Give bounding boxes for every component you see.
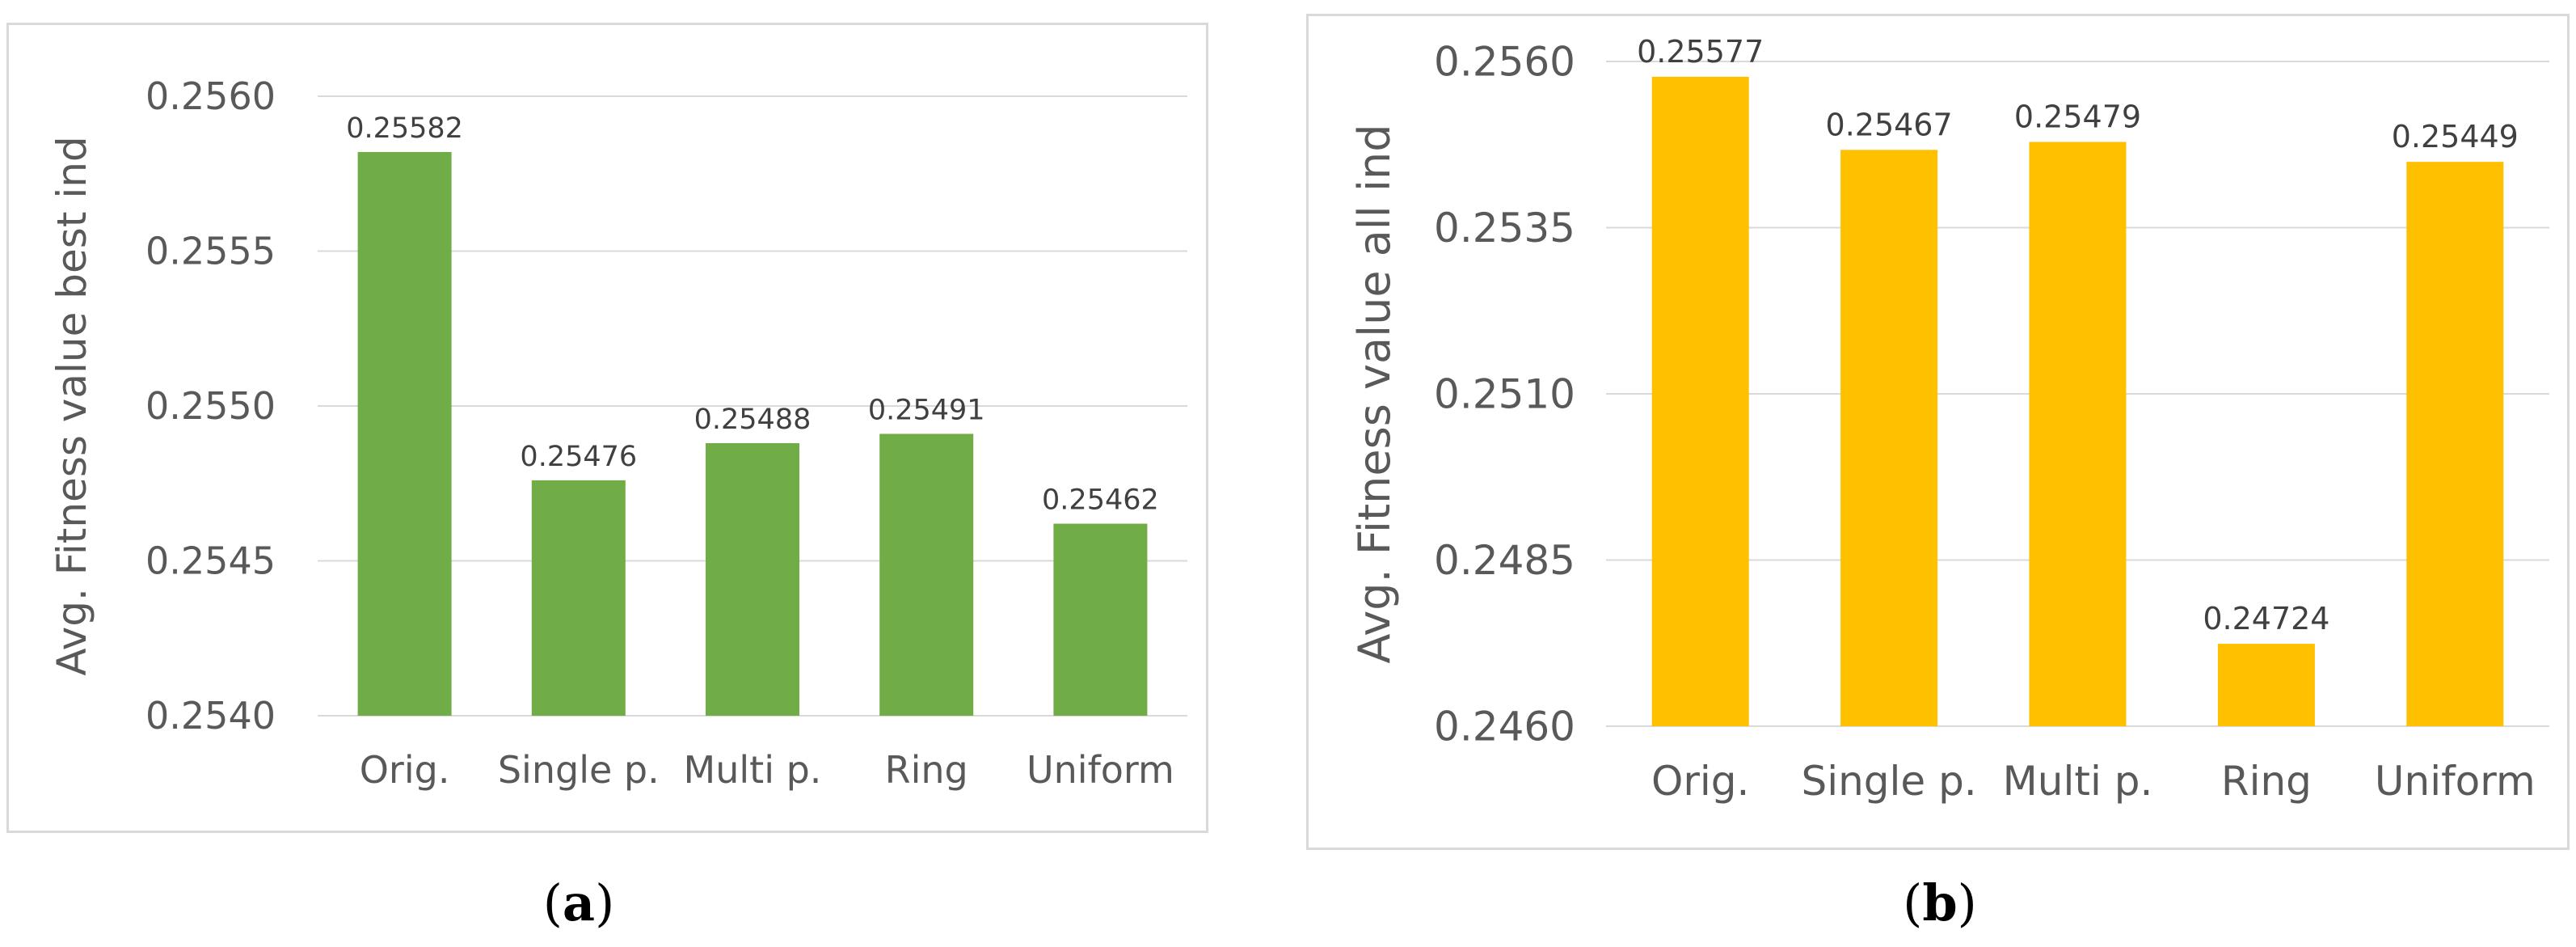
bar-uniform (1053, 523, 1148, 716)
y-axis-title: Avg. Fitness value all ind (1349, 125, 1400, 664)
bar-single-p (1840, 150, 1938, 727)
y-tick-label: 0.2550 (145, 384, 276, 428)
data-label: 0.25467 (1826, 107, 1953, 142)
bar-multi-p (706, 442, 799, 716)
y-tick-label: 0.2560 (1434, 39, 1575, 86)
x-category-label: Multi p. (684, 748, 822, 792)
y-tick-label: 0.2535 (1434, 205, 1575, 252)
x-category-label: Single p. (498, 748, 660, 792)
data-label: 0.25582 (346, 112, 463, 145)
y-tick-label: 0.2485 (1434, 537, 1575, 584)
x-category-label: Uniform (1027, 748, 1174, 792)
data-label: 0.25479 (2014, 99, 2141, 134)
y-tick-label: 0.2545 (145, 539, 276, 583)
x-category-label: Ring (2221, 758, 2312, 805)
bar-multi-p (2029, 142, 2127, 726)
x-category-label: Ring (885, 748, 968, 792)
x-category-label: Orig. (360, 748, 450, 792)
y-tick-label: 0.2560 (145, 74, 276, 118)
bar-orig (357, 151, 452, 716)
bar-chart-a: 0.2540 0.2545 0.2550 0.2555 0.2560 0.25582 Ori… (48, 74, 1187, 792)
bar-ring (2217, 644, 2315, 726)
data-label: 0.25476 (520, 441, 637, 473)
caption-b: (b) (1903, 873, 1977, 932)
y-tick-label: 0.2510 (1434, 371, 1575, 418)
data-label: 0.25462 (1042, 484, 1159, 517)
y-tick-label: 0.2555 (145, 230, 276, 273)
y-tick-label: 0.2460 (1434, 704, 1575, 750)
chart-panel-a: 0.2540 0.2545 0.2550 0.2555 0.2560 0.25582 Ori… (6, 23, 1208, 833)
bar-ring (879, 433, 974, 716)
data-label: 0.25449 (2392, 119, 2519, 154)
data-label: 0.24724 (2203, 601, 2329, 636)
caption-b-letter: b (1922, 873, 1958, 932)
data-label: 0.25491 (868, 394, 985, 426)
y-axis-title: Avg. Fitness value best ind (48, 136, 95, 675)
bar-chart-b: 0.2460 0.2485 0.2510 0.2535 0.2560 0.25577 Ori… (1349, 34, 2549, 805)
x-category-label: Multi p. (2003, 758, 2153, 805)
x-category-label: Uniform (2375, 758, 2536, 805)
data-label: 0.25488 (694, 404, 812, 436)
caption-a: (a) (542, 873, 615, 932)
x-category-label: Single p. (1801, 758, 1976, 805)
y-tick-label: 0.2540 (145, 694, 276, 738)
bar-single-p (531, 480, 626, 716)
chart-panel-b: 0.2460 0.2485 0.2510 0.2535 0.2560 0.25577 Ori… (1306, 14, 2570, 850)
bar-uniform (2406, 162, 2504, 726)
bar-orig (1651, 76, 1749, 726)
x-category-label: Orig. (1651, 758, 1749, 805)
data-label: 0.25577 (1637, 34, 1764, 70)
caption-a-letter: a (562, 873, 596, 932)
